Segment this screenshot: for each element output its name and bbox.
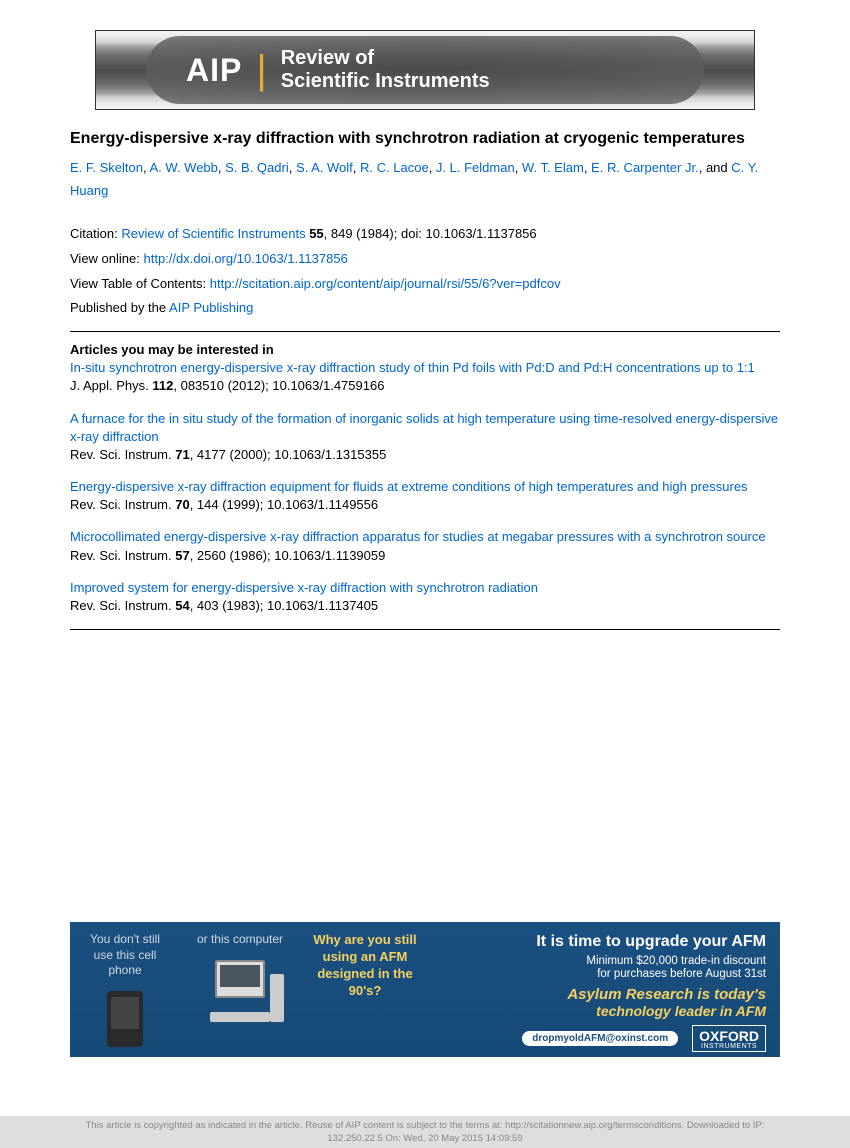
- author-link[interactable]: E. R. Carpenter Jr.: [591, 160, 699, 175]
- related-citation: Rev. Sci. Instrum. 71, 4177 (2000); 10.1…: [70, 447, 386, 462]
- copyright-line2: 132.250.22.5 On: Wed, 20 May 2015 14:09:…: [327, 1132, 522, 1145]
- ad-text-phone: You don't still use this cell phone: [80, 932, 170, 979]
- related-heading: Articles you may be interested in: [70, 342, 780, 357]
- copyright-bar: This article is copyrighted as indicated…: [0, 1116, 850, 1148]
- related-title-link[interactable]: A furnace for the in situ study of the f…: [70, 411, 778, 444]
- related-citation: Rev. Sci. Instrum. 57, 2560 (1986); 10.1…: [70, 548, 385, 563]
- journal-banner: AIP | Review of Scientific Instruments: [95, 30, 755, 110]
- banner-divider: |: [256, 48, 266, 93]
- article-title: Energy-dispersive x-ray diffraction with…: [70, 128, 780, 150]
- author-link[interactable]: A. W. Webb: [150, 160, 218, 175]
- author-link[interactable]: S. A. Wolf: [296, 160, 353, 175]
- author-link[interactable]: S. B. Qadri: [225, 160, 289, 175]
- related-item: In-situ synchrotron energy-dispersive x-…: [70, 359, 780, 395]
- journal-link[interactable]: Review of Scientific Instruments: [121, 226, 305, 241]
- author-link[interactable]: E. F. Skelton: [70, 160, 143, 175]
- ad-banner[interactable]: You don't still use this cell phone or t…: [70, 922, 780, 1057]
- aip-logo: AIP: [186, 52, 242, 89]
- citation-label: Citation:: [70, 226, 118, 241]
- ad-why-text: Why are you still using an AFM designed …: [310, 932, 420, 1000]
- related-articles: In-situ synchrotron energy-dispersive x-…: [70, 359, 780, 615]
- ad-sub2: for purchases before August 31st: [444, 968, 766, 980]
- ad-sub1: Minimum $20,000 trade-in discount: [444, 955, 766, 967]
- ad-col-right: It is time to upgrade your AFM Minimum $…: [430, 922, 780, 1057]
- citation-line: Citation: Review of Scientific Instrumen…: [70, 222, 780, 247]
- related-item: Microcollimated energy-dispersive x-ray …: [70, 528, 780, 564]
- doi-link[interactable]: http://dx.doi.org/10.1063/1.1137856: [144, 251, 348, 266]
- citation-vol-num: 55: [309, 226, 323, 241]
- ad-text-computer: or this computer: [197, 932, 283, 948]
- ad-col-why: Why are you still using an AFM designed …: [300, 922, 430, 1057]
- author-list: E. F. Skelton, A. W. Webb, S. B. Qadri, …: [70, 156, 780, 203]
- toc-link[interactable]: http://scitation.aip.org/content/aip/jou…: [210, 276, 561, 291]
- related-citation: Rev. Sci. Instrum. 54, 403 (1983); 10.10…: [70, 598, 378, 613]
- toc-line: View Table of Contents: http://scitation…: [70, 272, 780, 297]
- publisher-line: Published by the AIP Publishing: [70, 296, 780, 321]
- toc-label: View Table of Contents:: [70, 276, 206, 291]
- ad-col-phone: You don't still use this cell phone: [70, 922, 180, 1057]
- view-online-label: View online:: [70, 251, 140, 266]
- oxford-logo: OXFORD INSTRUMENTS: [692, 1025, 766, 1052]
- related-item: A furnace for the in situ study of the f…: [70, 410, 780, 465]
- phone-icon: [107, 991, 143, 1047]
- publisher-label: Published by the: [70, 300, 166, 315]
- author-link[interactable]: R. C. Lacoe: [360, 160, 429, 175]
- related-title-link[interactable]: In-situ synchrotron energy-dispersive x-…: [70, 360, 755, 375]
- divider-2: [70, 629, 780, 630]
- banner-title: Review of Scientific Instruments: [281, 47, 490, 93]
- ad-email[interactable]: dropmyoldAFM@oxinst.com: [522, 1031, 678, 1046]
- ad-headline: It is time to upgrade your AFM: [444, 932, 766, 953]
- ad-bottom-row: dropmyoldAFM@oxinst.com OXFORD INSTRUMEN…: [444, 1025, 766, 1052]
- oxford-small-text: INSTRUMENTS: [699, 1043, 759, 1050]
- view-online-line: View online: http://dx.doi.org/10.1063/1…: [70, 247, 780, 272]
- related-title-link[interactable]: Energy-dispersive x-ray diffraction equi…: [70, 479, 748, 494]
- ad-col-computer: or this computer: [180, 922, 300, 1057]
- author-link[interactable]: J. L. Feldman: [436, 160, 515, 175]
- banner-title-line2: Scientific Instruments: [281, 70, 490, 93]
- copyright-line1: This article is copyrighted as indicated…: [86, 1119, 765, 1132]
- related-title-link[interactable]: Microcollimated energy-dispersive x-ray …: [70, 529, 766, 544]
- computer-icon: [202, 960, 278, 1022]
- ad-brand1: Asylum Research is today's: [444, 986, 766, 1003]
- related-citation: Rev. Sci. Instrum. 70, 144 (1999); 10.10…: [70, 497, 378, 512]
- publisher-link[interactable]: AIP Publishing: [169, 300, 253, 315]
- author-link[interactable]: W. T. Elam: [522, 160, 584, 175]
- related-item: Energy-dispersive x-ray diffraction equi…: [70, 478, 780, 514]
- banner-inner: AIP | Review of Scientific Instruments: [146, 36, 704, 104]
- ad-brand2: technology leader in AFM: [444, 1003, 766, 1019]
- divider-1: [70, 331, 780, 332]
- citation-block: Citation: Review of Scientific Instrumen…: [70, 222, 780, 321]
- related-citation: J. Appl. Phys. 112, 083510 (2012); 10.10…: [70, 378, 384, 393]
- related-item: Improved system for energy-dispersive x-…: [70, 579, 780, 615]
- oxford-text: OXFORD: [699, 1028, 759, 1044]
- related-title-link[interactable]: Improved system for energy-dispersive x-…: [70, 580, 538, 595]
- banner-title-line1: Review of: [281, 47, 490, 70]
- citation-tail: , 849 (1984); doi: 10.1063/1.1137856: [324, 226, 537, 241]
